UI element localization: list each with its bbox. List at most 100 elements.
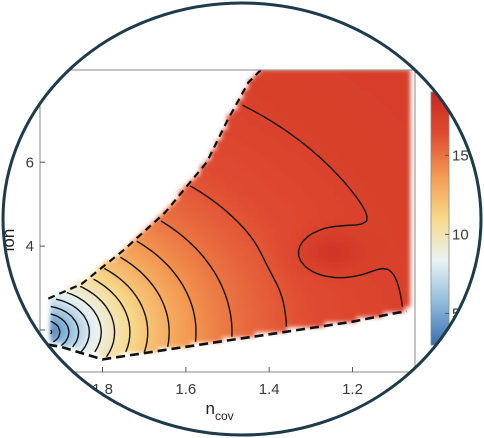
heatmap-cell — [248, 99, 255, 106]
heatmap-cell — [259, 215, 266, 222]
heatmap-cell — [194, 311, 202, 318]
heatmap-cell — [403, 109, 411, 116]
heatmap-cell — [382, 200, 389, 207]
heatmap-cell — [200, 321, 207, 328]
heatmap-cell — [307, 170, 314, 177]
heatmap-cell — [87, 295, 95, 303]
heatmap-cell — [403, 129, 411, 137]
heatmap-cell — [200, 235, 207, 242]
heatmap-cell — [382, 180, 389, 187]
heatmap-cell — [264, 321, 271, 328]
heatmap-cell — [371, 160, 379, 167]
heatmap-cell — [301, 104, 309, 111]
heatmap-cell — [392, 280, 400, 288]
heatmap-cell — [253, 104, 261, 111]
heatmap-cell — [237, 270, 245, 277]
heatmap-cell — [92, 305, 100, 313]
heatmap-cell — [392, 89, 400, 96]
heatmap-cell — [403, 245, 411, 252]
heatmap-cell — [350, 220, 357, 227]
heatmap-cell — [200, 290, 207, 298]
heatmap-cell — [344, 165, 352, 172]
heatmap-cell — [376, 74, 384, 81]
heatmap-cell — [205, 230, 213, 237]
heatmap-cell — [253, 311, 261, 318]
heatmap-cell — [382, 124, 389, 131]
heatmap-cell — [376, 300, 384, 308]
heatmap-cell — [87, 280, 95, 288]
heatmap-cell — [398, 170, 405, 177]
heatmap-cell — [216, 305, 223, 313]
heatmap-cell — [344, 190, 352, 197]
heatmap-cell — [317, 104, 325, 111]
heatmap-cell — [264, 311, 271, 318]
contour-line — [103, 267, 149, 353]
heatmap-cell — [291, 311, 298, 318]
heatmap-cell — [114, 321, 121, 328]
heatmap-cell — [301, 180, 309, 187]
heatmap-cell — [296, 134, 304, 142]
heatmap-cell — [210, 185, 218, 192]
heatmap-cell — [366, 275, 373, 282]
heatmap-cell — [242, 215, 250, 222]
heatmap-cell — [194, 331, 202, 338]
heatmap-cell — [334, 99, 341, 106]
heatmap-cell — [184, 295, 191, 303]
heatmap-cell — [237, 134, 245, 142]
heatmap-cell — [275, 215, 282, 222]
heatmap-cell — [392, 235, 400, 242]
heatmap-cell — [398, 185, 405, 192]
heatmap-cell — [205, 300, 213, 308]
heatmap-cell — [392, 240, 400, 247]
heatmap-cell — [344, 225, 352, 232]
heatmap-cell — [237, 225, 245, 232]
heatmap-cell — [189, 321, 196, 328]
heatmap-cell — [392, 109, 400, 116]
heatmap-cell — [355, 74, 363, 81]
heatmap-cell — [334, 275, 341, 282]
heatmap-cell — [360, 215, 368, 222]
heatmap-cell — [350, 270, 357, 277]
heatmap-cell — [275, 79, 282, 86]
heatmap-cell — [269, 154, 277, 162]
heatmap-cell — [285, 235, 293, 242]
heatmap-cell — [226, 260, 234, 267]
heatmap-cell — [141, 230, 148, 237]
heatmap-cell — [339, 124, 346, 131]
heatmap-cell — [167, 275, 175, 282]
heatmap-cell — [210, 270, 218, 277]
heatmap-cell — [50, 331, 57, 338]
heatmap-cell — [360, 89, 368, 96]
heatmap-cell — [334, 230, 341, 237]
heatmap-cell — [382, 240, 389, 247]
heatmap-cell — [382, 154, 389, 162]
heatmap-cell — [92, 300, 100, 308]
heatmap-cell — [119, 270, 127, 277]
heatmap-cell — [242, 225, 250, 232]
heatmap-cell — [55, 290, 63, 298]
heatmap-cell — [275, 84, 282, 91]
heatmap-cell — [312, 270, 320, 277]
heatmap-cell — [194, 235, 202, 242]
heatmap-cell — [221, 311, 229, 318]
heatmap-cell — [355, 119, 363, 126]
heatmap-cell — [387, 250, 395, 257]
heatmap-cell — [355, 154, 363, 162]
heatmap-cell — [291, 79, 298, 86]
heatmap-cell — [184, 220, 191, 227]
heatmap-cell — [392, 295, 400, 303]
heatmap-cell — [334, 149, 341, 157]
heatmap-cell — [200, 230, 207, 237]
heatmap-cell — [307, 70, 314, 76]
heatmap-cell — [328, 225, 336, 232]
heatmap-cell — [184, 240, 191, 247]
heatmap-cell — [334, 285, 341, 293]
heatmap-cell — [275, 305, 282, 313]
heatmap-cell — [291, 139, 298, 147]
heatmap-cell — [355, 260, 363, 267]
heatmap-cell — [312, 290, 320, 298]
heatmap-cell — [307, 260, 314, 267]
heatmap-cell — [242, 124, 250, 131]
heatmap-cell — [344, 70, 352, 76]
heatmap-cell — [242, 99, 250, 106]
